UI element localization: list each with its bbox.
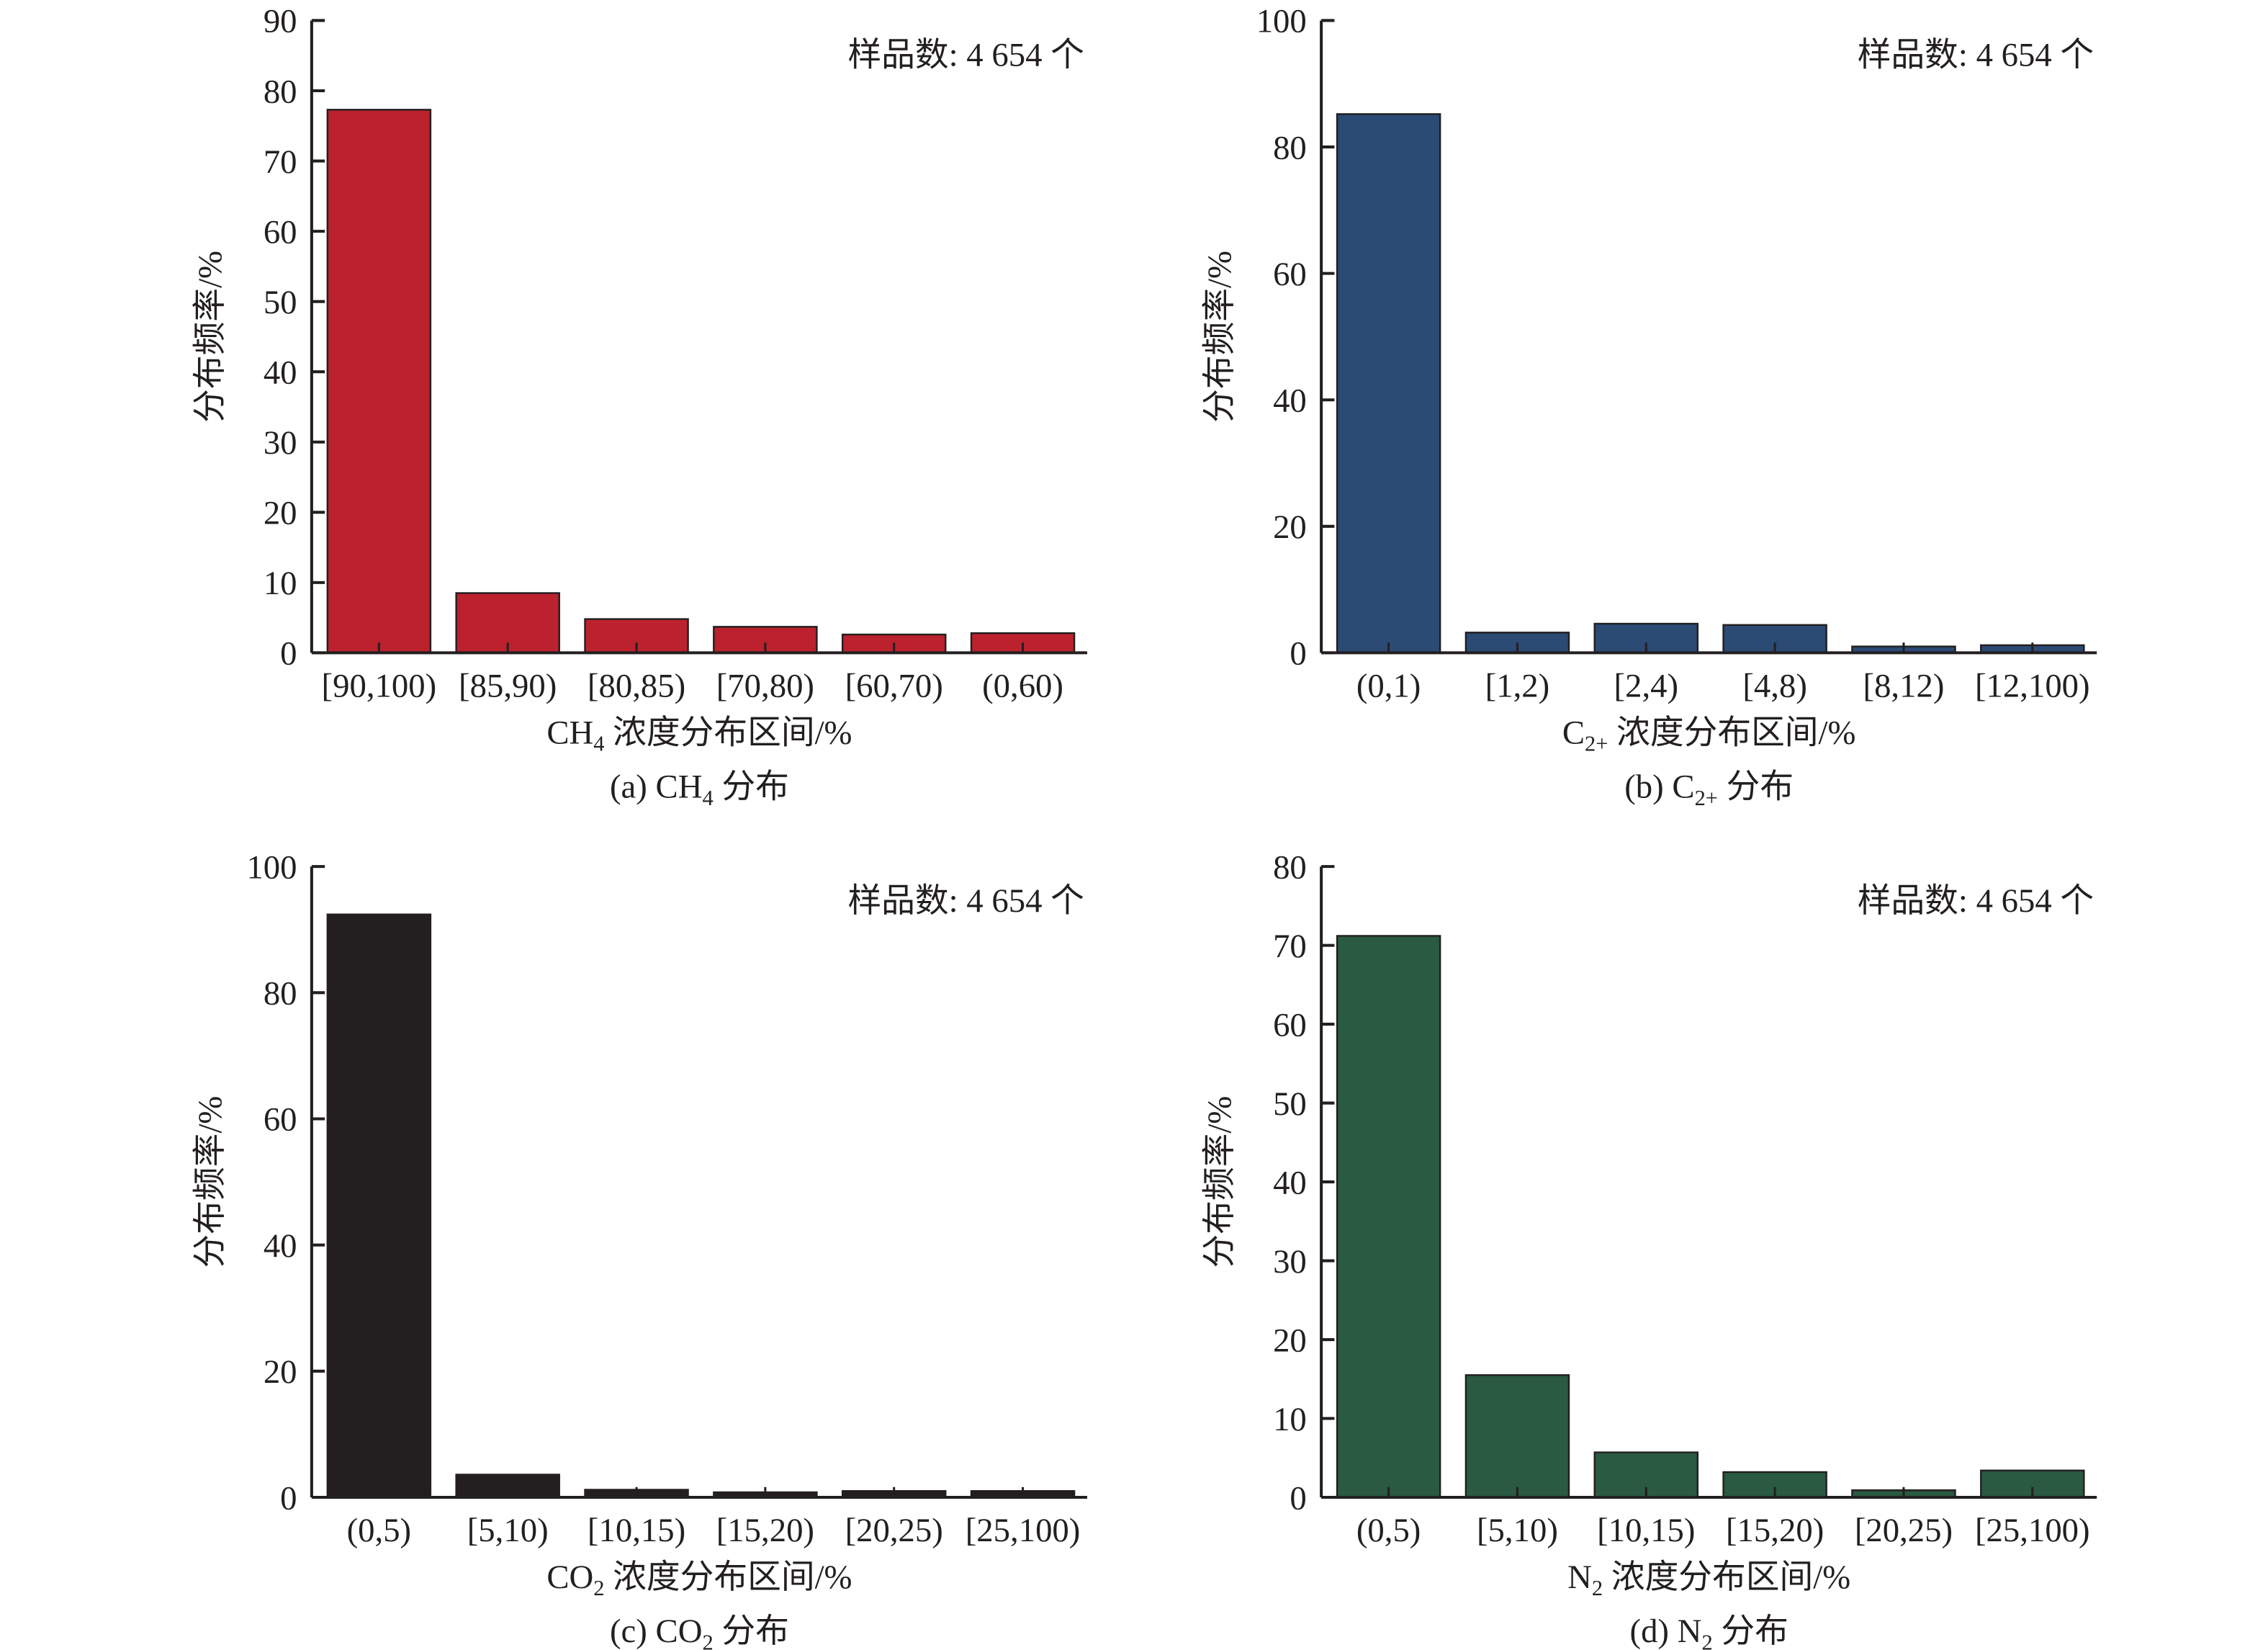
x-tick-label-b-0: (0,1): [1356, 667, 1421, 704]
x-tick-label-c-5: [25,100): [966, 1512, 1081, 1549]
y-tick-label-b-3: 60: [1273, 256, 1307, 293]
y-tick-label-a-0: 0: [280, 635, 297, 673]
y-tick-label-d-2: 20: [1273, 1322, 1307, 1359]
y-tick-label-c-0: 0: [280, 1479, 297, 1517]
x-tick-label-b-2: [2,4): [1614, 667, 1679, 704]
sample-count-annotation-b: 样品数: 4 654 个: [1858, 36, 2094, 73]
y-tick-label-b-2: 40: [1273, 382, 1307, 419]
y-tick-label-c-3: 60: [264, 1101, 297, 1139]
y-tick-label-c-5: 100: [246, 848, 297, 886]
y-tick-label-d-4: 40: [1273, 1164, 1307, 1201]
bar-b-0: [1336, 113, 1441, 654]
x-tick-label-a-4: [60,70): [845, 667, 943, 704]
bar-d-0: [1336, 935, 1441, 1499]
y-tick-label-d-0: 0: [1290, 1479, 1306, 1517]
y-tick-label-a-7: 70: [264, 143, 297, 181]
x-tick-label-c-0: (0,5): [347, 1512, 412, 1549]
y-tick-label-b-4: 80: [1273, 129, 1307, 166]
caption-c: (c) CO2 分布: [610, 1613, 789, 1650]
caption-d: (d) N2 分布: [1630, 1613, 1788, 1650]
sample-count-annotation-c: 样品数: 4 654 个: [847, 882, 1084, 920]
y-tick-label-d-5: 50: [1273, 1085, 1307, 1123]
x-tick-label-b-5: [12,100): [1975, 667, 2090, 704]
x-tick-label-a-3: [70,80): [716, 667, 814, 704]
x-tick-label-a-0: [90,100): [322, 667, 437, 704]
x-axis-label-a: CH4 浓度分布区间/%: [546, 714, 852, 755]
y-tick-label-d-8: 80: [1273, 848, 1307, 886]
y-tick-label-b-0: 0: [1290, 635, 1306, 673]
bar-a-0: [326, 109, 432, 654]
y-tick-label-c-2: 40: [264, 1227, 297, 1265]
y-tick-label-a-9: 90: [264, 3, 297, 40]
x-axis-label-d: N2 浓度分布区间/%: [1567, 1559, 1850, 1600]
y-axis-label-c: 分布频率/%: [192, 1096, 229, 1268]
x-tick-label-d-4: [20,25): [1855, 1512, 1953, 1549]
y-tick-label-c-4: 80: [264, 975, 297, 1013]
x-tick-label-b-3: [4,8): [1742, 667, 1807, 704]
y-tick-label-d-3: 30: [1273, 1243, 1307, 1281]
x-tick-label-a-2: [80,85): [588, 667, 685, 704]
x-tick-label-a-1: [85,90): [459, 667, 557, 704]
y-tick-label-a-2: 20: [264, 495, 297, 532]
chart-panel-c: (0,5) [5,10) [10,15) [15,20) [20,25) [25,100)…: [192, 848, 1087, 1650]
chart-panel-d: (0,5) [5,10) [10,15) [15,20) [20,25) [25,100)…: [1201, 848, 2097, 1650]
x-tick-label-a-5: (0,60): [982, 667, 1063, 704]
y-tick-label-d-7: 70: [1273, 928, 1307, 965]
y-tick-label-d-6: 60: [1273, 1006, 1307, 1044]
y-tick-label-a-4: 40: [264, 354, 297, 391]
bar-c-0: [326, 913, 432, 1499]
x-tick-label-d-3: [15,20): [1726, 1512, 1824, 1549]
y-tick-label-c-1: 20: [264, 1353, 297, 1391]
caption-a: (a) CH4 分布: [610, 768, 789, 810]
x-tick-label-d-1: [5,10): [1477, 1512, 1558, 1549]
y-tick-label-a-1: 10: [264, 565, 297, 602]
x-tick-label-d-5: [25,100): [1975, 1512, 2090, 1549]
sample-count-annotation-a: 样品数: 4 654 个: [847, 36, 1084, 73]
y-tick-label-b-1: 20: [1273, 508, 1307, 546]
y-tick-label-a-8: 80: [264, 73, 297, 110]
chart-panel-b: (0,1) [1,2) [2,4) [4,8) [8,12) [12,100) 0 20 40 6…: [1201, 3, 2097, 810]
bar-d-1: [1464, 1374, 1570, 1499]
y-tick-label-b-5: 100: [1256, 3, 1307, 40]
x-tick-label-c-4: [20,25): [845, 1512, 943, 1549]
y-tick-label-a-5: 50: [264, 284, 297, 321]
y-tick-label-d-1: 10: [1273, 1401, 1307, 1438]
sample-count-annotation-d: 样品数: 4 654 个: [1858, 882, 2094, 920]
y-axis-label-a: 分布频率/%: [192, 251, 229, 423]
x-tick-label-b-1: [1,2): [1485, 667, 1550, 704]
x-axis-label-c: CO2 浓度分布区间/%: [546, 1559, 852, 1600]
x-tick-label-c-2: [10,15): [588, 1512, 685, 1549]
x-tick-label-d-0: (0,5): [1356, 1512, 1421, 1549]
y-axis-label-b: 分布频率/%: [1201, 251, 1238, 423]
y-tick-label-a-3: 30: [264, 424, 297, 462]
x-tick-label-c-1: [5,10): [467, 1512, 549, 1549]
x-axis-label-b: C2+ 浓度分布区间/%: [1562, 714, 1856, 755]
x-tick-label-b-4: [8,12): [1863, 667, 1945, 704]
y-tick-label-a-6: 60: [264, 213, 297, 251]
caption-b: (b) C2+ 分布: [1624, 768, 1794, 810]
x-tick-label-c-3: [15,20): [716, 1512, 814, 1549]
x-tick-label-d-2: [10,15): [1597, 1512, 1695, 1549]
y-axis-label-d: 分布频率/%: [1201, 1096, 1238, 1268]
chart-panel-a: [90,100) [85,90) [80,85) [70,80) [60,70) (0,6…: [192, 3, 1087, 810]
